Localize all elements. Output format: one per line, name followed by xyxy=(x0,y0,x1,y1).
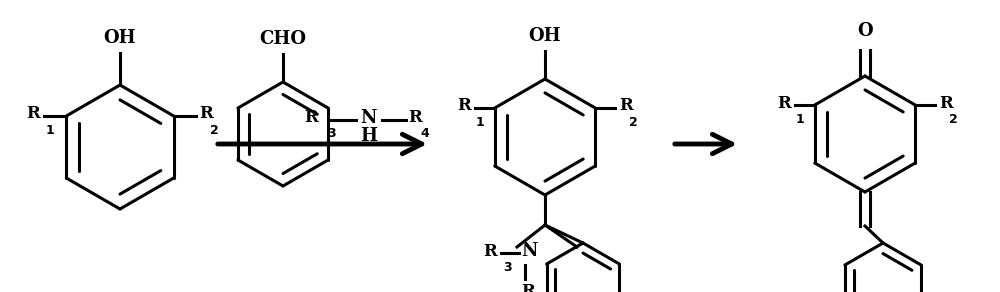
Text: O: O xyxy=(857,22,873,40)
Text: R: R xyxy=(200,105,213,123)
Text: 1: 1 xyxy=(796,113,805,126)
Text: R: R xyxy=(939,95,953,112)
Text: 2: 2 xyxy=(629,116,638,129)
Text: CHO: CHO xyxy=(260,30,306,48)
Text: H: H xyxy=(360,127,377,145)
Text: 3: 3 xyxy=(503,261,512,274)
Text: 2: 2 xyxy=(949,113,958,126)
Text: 3: 3 xyxy=(327,127,336,140)
Text: 1: 1 xyxy=(476,116,485,129)
Text: OH: OH xyxy=(104,29,136,47)
Text: R: R xyxy=(27,105,40,123)
Text: N: N xyxy=(360,109,376,127)
Text: R: R xyxy=(408,110,422,126)
Text: R: R xyxy=(457,98,471,114)
Text: R: R xyxy=(777,95,791,112)
Text: N: N xyxy=(521,242,538,260)
Text: R: R xyxy=(521,283,535,292)
Text: 1: 1 xyxy=(45,124,54,137)
Text: 4: 4 xyxy=(420,127,429,140)
Text: OH: OH xyxy=(529,27,561,45)
Text: R: R xyxy=(619,98,633,114)
Text: 2: 2 xyxy=(210,124,218,137)
Text: R: R xyxy=(483,242,497,260)
Text: R: R xyxy=(304,110,318,126)
